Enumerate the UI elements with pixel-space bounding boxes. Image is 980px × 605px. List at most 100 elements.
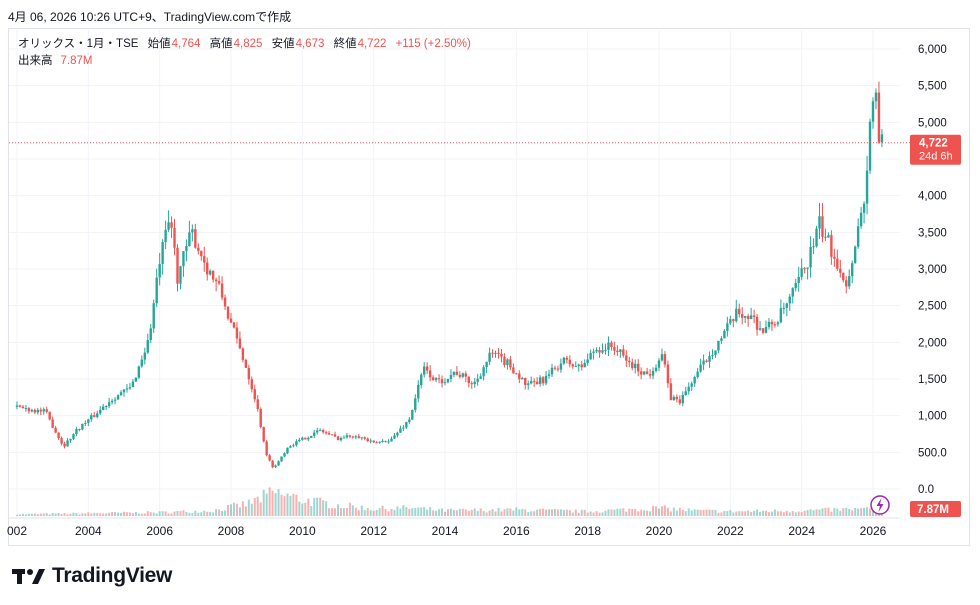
candle-body xyxy=(378,441,381,443)
volume-bar xyxy=(482,510,485,516)
volume-bar xyxy=(646,510,649,516)
candle-body xyxy=(60,438,63,444)
candle-body xyxy=(422,366,426,375)
close-value: 4,722 xyxy=(357,38,387,50)
volume-bar xyxy=(164,511,167,516)
volume-bar xyxy=(435,510,438,516)
volume-bar xyxy=(304,502,307,516)
candle-body xyxy=(197,247,200,251)
y-tick-label: 3,500 xyxy=(918,227,947,239)
volume-bar xyxy=(589,511,592,516)
candle-body xyxy=(256,399,259,409)
volume-bar xyxy=(687,508,690,516)
symbol-label[interactable]: オリックス・1月・TSE xyxy=(18,38,139,50)
y-tick-label: 2,000 xyxy=(918,337,947,349)
volume-bar xyxy=(357,510,360,516)
candle-body xyxy=(717,340,720,351)
volume-bar xyxy=(518,509,521,516)
volume-bar xyxy=(411,508,414,516)
volume-bar xyxy=(782,512,785,516)
volume-bar xyxy=(515,507,518,516)
volume-bar xyxy=(872,508,874,516)
volume-bar xyxy=(227,505,230,516)
candle-body xyxy=(871,101,875,122)
candle-body xyxy=(425,366,429,371)
volume-bar xyxy=(556,509,559,516)
candle-body xyxy=(116,395,120,400)
candle-body xyxy=(51,419,54,428)
volume-bar xyxy=(863,507,866,516)
candle-body xyxy=(684,391,687,396)
candle-body xyxy=(708,356,711,362)
candle-body xyxy=(752,315,756,317)
candle-body xyxy=(622,349,625,356)
volume-bar xyxy=(423,507,426,516)
volume-bar xyxy=(488,510,491,516)
candle-body xyxy=(788,296,791,304)
volume-bar xyxy=(60,513,63,516)
candle-body xyxy=(280,456,283,462)
x-tick-label: 2008 xyxy=(218,524,245,538)
high-label: 高値 xyxy=(209,38,233,50)
volume-bar xyxy=(369,510,372,516)
candle-body xyxy=(815,228,818,247)
volume-bar xyxy=(485,512,488,516)
candle-body xyxy=(773,324,777,326)
candle-body xyxy=(705,360,708,362)
volume-bar xyxy=(218,509,221,516)
volume-bar xyxy=(669,511,672,516)
candle-body xyxy=(274,465,277,468)
candle-body xyxy=(72,434,75,439)
x-tick-label: 2010 xyxy=(289,524,316,538)
candle-body xyxy=(321,430,325,433)
candle-body xyxy=(723,330,726,339)
candle-body xyxy=(806,267,809,269)
volume-bar xyxy=(402,505,405,516)
candle-body xyxy=(553,367,557,369)
candle-body xyxy=(458,374,462,377)
lightning-icon[interactable] xyxy=(870,495,890,515)
volume-bar xyxy=(533,511,536,516)
candle-body xyxy=(405,422,408,428)
candle-body xyxy=(265,441,268,456)
candle-body xyxy=(830,235,833,257)
tradingview-logo[interactable]: TradingView xyxy=(12,563,172,589)
volume-bar xyxy=(753,510,756,516)
candle-body xyxy=(473,381,476,385)
candle-body xyxy=(850,263,854,277)
volume-bar xyxy=(536,509,539,516)
candle-body xyxy=(616,350,619,353)
x-tick-label: 2024 xyxy=(788,524,815,538)
candle-body xyxy=(666,364,670,384)
candle-body xyxy=(327,432,331,435)
candle-body xyxy=(217,281,221,284)
volume-bar xyxy=(27,513,30,516)
candle-body xyxy=(613,347,616,351)
x-tick-label: 2006 xyxy=(146,524,173,538)
candle-body xyxy=(755,316,759,330)
candle-body xyxy=(470,383,473,385)
candle-body xyxy=(253,389,256,400)
volume-bar xyxy=(30,513,33,516)
volume-bar xyxy=(548,509,551,516)
candle-body xyxy=(440,379,444,384)
candle-body xyxy=(503,356,506,365)
volume-bar xyxy=(592,512,595,516)
candle-body xyxy=(565,357,569,360)
volume-bar xyxy=(791,511,794,516)
volume-bar xyxy=(524,509,527,516)
volume-bar xyxy=(788,512,791,516)
volume-bar xyxy=(188,512,191,516)
candle-body xyxy=(339,437,343,441)
candle-body xyxy=(122,389,126,393)
candle-body xyxy=(651,370,655,376)
candle-body xyxy=(235,327,239,339)
volume-bar xyxy=(203,510,206,516)
volume-bar xyxy=(345,508,348,516)
volume-bar xyxy=(96,513,99,516)
y-tick-label: 6,000 xyxy=(918,44,947,56)
volume-bar xyxy=(390,508,393,516)
volume-bar xyxy=(571,512,574,516)
volume-bar xyxy=(660,506,663,516)
